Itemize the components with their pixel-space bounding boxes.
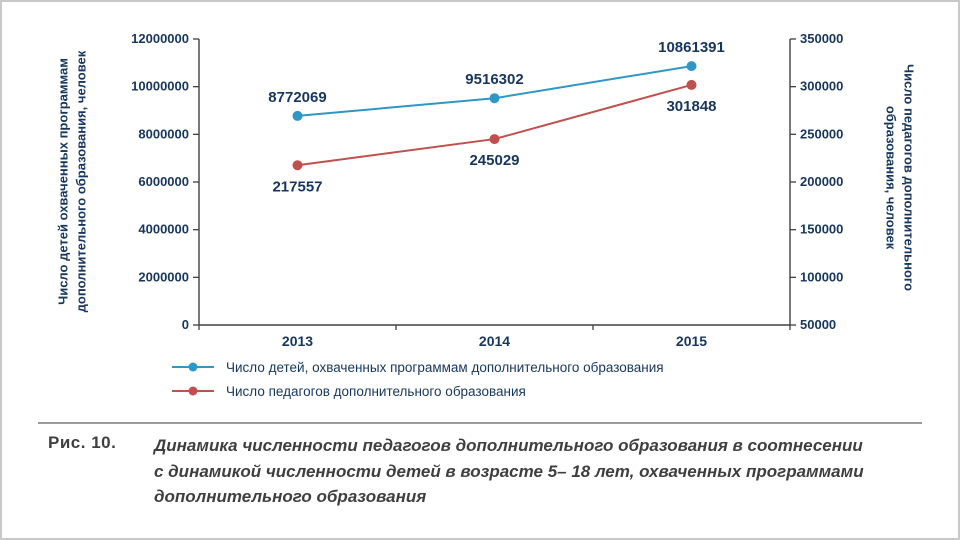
left-axis-title-line-1: Число детей охваченных программам xyxy=(55,58,71,305)
caption-line-3: дополнительного образования xyxy=(154,487,427,506)
legend-label-teachers: Число педагогов дополнительного образова… xyxy=(226,383,526,399)
chart-legend: Число детей, охваченных программам допол… xyxy=(170,358,664,400)
data-label: 10861391 xyxy=(658,39,725,56)
right-tick-label: 150000 xyxy=(800,222,843,237)
data-point xyxy=(292,110,303,121)
left-tick-label: 8000000 xyxy=(138,126,189,141)
left-axis-title-line-2: дополнительного образования, человек xyxy=(73,50,88,313)
legend-item-children: Число детей, охваченных программам допол… xyxy=(170,358,664,376)
caption-line-1: Динамика численности педагогов дополните… xyxy=(154,436,863,455)
data-label: 245029 xyxy=(469,152,519,169)
right-axis-title-line-1: Число педагогов дополнительного xyxy=(901,63,917,292)
x-category-label: 2014 xyxy=(479,333,510,349)
right-tick-label: 100000 xyxy=(800,269,843,284)
line-chart: 0 50000 2000000 100000 4000000 150000 6000000 2… xyxy=(131,31,843,349)
left-tick-label: 6000000 xyxy=(138,174,189,189)
legend-marker-teachers-icon xyxy=(172,386,214,396)
caption-line-2: с динамикой численности детей в возрасте… xyxy=(154,461,864,481)
right-tick-label: 50000 xyxy=(800,317,836,332)
right-axis-title-line-2: образования, человек xyxy=(884,105,899,250)
data-point xyxy=(292,160,303,171)
data-label: 301848 xyxy=(666,98,716,115)
right-tick-label: 200000 xyxy=(800,174,843,189)
legend-marker-children-icon xyxy=(172,362,214,372)
legend-item-teachers: Число педагогов дополнительного образова… xyxy=(170,382,664,400)
figure-caption: Рис. 10. Динамика численности педагогов … xyxy=(48,433,864,510)
left-tick-label: 0 xyxy=(182,317,189,332)
data-point xyxy=(686,79,697,90)
figure-divider xyxy=(38,422,922,424)
data-point xyxy=(489,93,500,104)
figure-caption-text: Динамика численности педагогов дополните… xyxy=(154,433,864,510)
right-axis-title: Число педагогов дополнительного образова… xyxy=(882,28,917,328)
x-category-label: 2013 xyxy=(282,333,313,349)
left-tick-label: 2000000 xyxy=(138,269,189,284)
data-label: 8772069 xyxy=(268,89,326,106)
right-tick-label: 350000 xyxy=(800,31,843,46)
data-point xyxy=(489,134,500,145)
legend-dot xyxy=(188,362,198,372)
legend-dot xyxy=(188,386,198,396)
left-axis-title: Число детей охваченных программам дополн… xyxy=(54,32,89,332)
left-tick-label: 12000000 xyxy=(131,31,189,46)
figure-number-label: Рис. 10. xyxy=(48,433,117,452)
right-tick-label: 300000 xyxy=(800,79,843,94)
left-tick-label: 10000000 xyxy=(131,79,189,94)
legend-label-children: Число детей, охваченных программам допол… xyxy=(226,359,664,375)
data-label: 217557 xyxy=(272,178,322,195)
data-label: 9516302 xyxy=(465,71,523,88)
x-category-label: 2015 xyxy=(676,333,707,349)
left-tick-label: 4000000 xyxy=(138,222,189,237)
data-point xyxy=(686,61,697,72)
right-tick-label: 250000 xyxy=(800,126,843,141)
